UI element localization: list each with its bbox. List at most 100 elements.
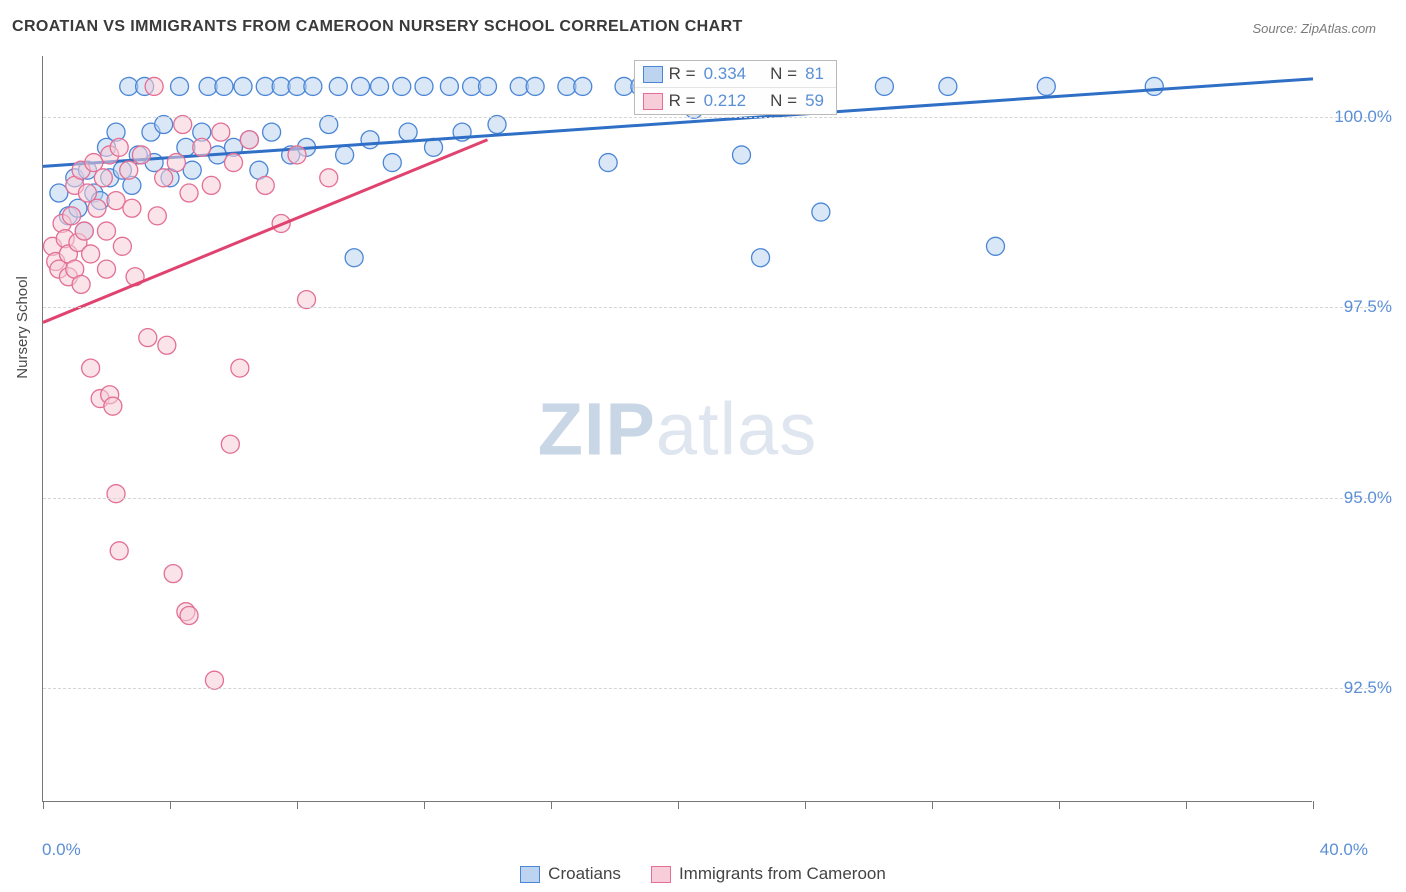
scatter-point-croatians: [155, 116, 173, 134]
stats-box: R =0.334N =81R =0.212N =59: [634, 60, 837, 115]
scatter-point-cameroon: [123, 199, 141, 217]
scatter-point-croatians: [304, 77, 322, 95]
scatter-point-cameroon: [110, 542, 128, 560]
gridline: [43, 307, 1373, 308]
plot-svg: [43, 56, 1312, 801]
scatter-point-cameroon: [88, 199, 106, 217]
y-tick-label: 97.5%: [1344, 297, 1392, 317]
scatter-point-croatians: [440, 77, 458, 95]
x-tick: [551, 801, 552, 809]
scatter-point-croatians: [875, 77, 893, 95]
scatter-point-croatians: [574, 77, 592, 95]
scatter-point-cameroon: [231, 359, 249, 377]
stats-row-cameroon: R = 0.212 N = 59: [635, 87, 836, 114]
scatter-point-croatians: [812, 203, 830, 221]
stats-swatch-cameroon: [643, 93, 663, 110]
scatter-point-cameroon: [110, 138, 128, 156]
scatter-point-cameroon: [82, 359, 100, 377]
scatter-point-croatians: [488, 116, 506, 134]
scatter-point-croatians: [383, 154, 401, 172]
scatter-point-cameroon: [212, 123, 230, 141]
gridline: [43, 688, 1373, 689]
y-axis-title: Nursery School: [14, 276, 31, 379]
n-value: 59: [805, 91, 824, 111]
scatter-point-croatians: [234, 77, 252, 95]
scatter-point-cameroon: [225, 154, 243, 172]
gridline: [43, 498, 1373, 499]
scatter-point-cameroon: [75, 222, 93, 240]
scatter-point-cameroon: [120, 161, 138, 179]
scatter-point-cameroon: [72, 275, 90, 293]
scatter-point-croatians: [263, 123, 281, 141]
n-label: N =: [770, 91, 797, 111]
scatter-point-croatians: [752, 249, 770, 267]
scatter-point-croatians: [393, 77, 411, 95]
x-axis-min-label: 0.0%: [42, 840, 81, 860]
scatter-point-cameroon: [113, 237, 131, 255]
scatter-point-cameroon: [158, 336, 176, 354]
chart-source: Source: ZipAtlas.com: [1252, 21, 1376, 36]
gridline: [43, 117, 1373, 118]
scatter-point-croatians: [987, 237, 1005, 255]
scatter-point-cameroon: [256, 176, 274, 194]
scatter-point-croatians: [361, 131, 379, 149]
scatter-point-cameroon: [132, 146, 150, 164]
scatter-point-cameroon: [167, 154, 185, 172]
plot-area: ZIPatlas R =0.334N =81R =0.212N =59 100.…: [42, 56, 1312, 802]
scatter-point-croatians: [336, 146, 354, 164]
x-tick: [43, 801, 44, 809]
scatter-point-cameroon: [82, 245, 100, 263]
scatter-point-cameroon: [98, 222, 116, 240]
scatter-point-cameroon: [107, 485, 125, 503]
scatter-point-croatians: [599, 154, 617, 172]
r-label: R =: [669, 64, 696, 84]
legend-bottom: Croatians Immigrants from Cameroon: [0, 864, 1406, 884]
scatter-point-cameroon: [205, 671, 223, 689]
scatter-point-cameroon: [240, 131, 258, 149]
x-tick: [297, 801, 298, 809]
scatter-point-croatians: [329, 77, 347, 95]
scatter-point-cameroon: [193, 138, 211, 156]
scatter-point-croatians: [399, 123, 417, 141]
scatter-point-cameroon: [145, 77, 163, 95]
x-tick: [678, 801, 679, 809]
legend-swatch-cameroon: [651, 866, 671, 883]
r-value: 0.334: [704, 64, 747, 84]
scatter-point-croatians: [50, 184, 68, 202]
scatter-point-croatians: [171, 77, 189, 95]
scatter-point-cameroon: [298, 291, 316, 309]
scatter-point-cameroon: [180, 607, 198, 625]
x-tick: [1059, 801, 1060, 809]
n-label: N =: [770, 64, 797, 84]
x-tick: [805, 801, 806, 809]
legend-label: Croatians: [548, 864, 621, 884]
x-tick: [170, 801, 171, 809]
scatter-point-croatians: [352, 77, 370, 95]
x-axis-max-label: 40.0%: [1320, 840, 1368, 860]
scatter-point-croatians: [183, 161, 201, 179]
scatter-point-cameroon: [139, 329, 157, 347]
scatter-point-croatians: [479, 77, 497, 95]
scatter-point-cameroon: [94, 169, 112, 187]
r-value: 0.212: [704, 91, 747, 111]
scatter-point-cameroon: [202, 176, 220, 194]
x-tick: [424, 801, 425, 809]
legend-item-croatians: Croatians: [520, 864, 621, 884]
scatter-point-cameroon: [174, 116, 192, 134]
scatter-point-cameroon: [320, 169, 338, 187]
legend-item-cameroon: Immigrants from Cameroon: [651, 864, 886, 884]
scatter-point-cameroon: [104, 397, 122, 415]
scatter-point-croatians: [1145, 77, 1163, 95]
scatter-point-croatians: [215, 77, 233, 95]
scatter-point-cameroon: [155, 169, 173, 187]
y-tick-label: 100.0%: [1334, 107, 1392, 127]
scatter-point-cameroon: [164, 565, 182, 583]
r-label: R =: [669, 91, 696, 111]
scatter-point-croatians: [733, 146, 751, 164]
scatter-point-cameroon: [98, 260, 116, 278]
scatter-point-croatians: [371, 77, 389, 95]
scatter-point-croatians: [345, 249, 363, 267]
scatter-point-croatians: [1037, 77, 1055, 95]
x-tick: [932, 801, 933, 809]
scatter-point-croatians: [526, 77, 544, 95]
